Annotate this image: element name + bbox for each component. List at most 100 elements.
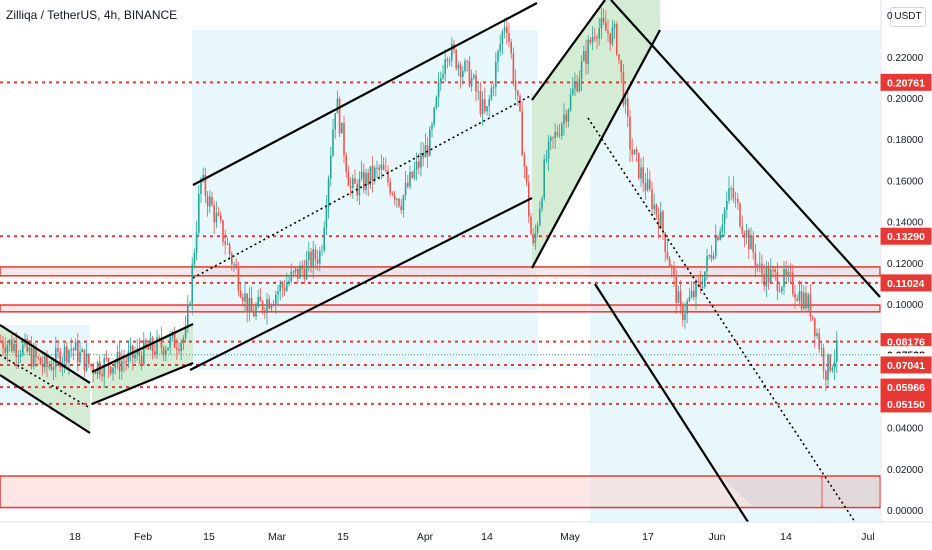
candle-body: [143, 340, 145, 365]
candle-body: [48, 366, 50, 368]
candle-body: [609, 33, 611, 44]
candle-body: [228, 243, 231, 255]
trend-line-dotted: [192, 94, 533, 279]
candle-body: [479, 91, 482, 114]
x-tick-label: Jul: [861, 531, 874, 543]
candle-body: [178, 349, 180, 352]
candle-body: [653, 204, 655, 210]
candle-body: [594, 36, 596, 38]
candle-body: [455, 50, 457, 69]
candle-body: [44, 355, 46, 368]
candle-body: [503, 26, 506, 32]
candle-body: [411, 171, 413, 178]
candle-body: [552, 137, 554, 139]
candle-body: [59, 351, 61, 368]
candle-body: [728, 188, 730, 201]
candle-body: [644, 183, 647, 191]
candle-body: [39, 357, 42, 365]
y-tick-label: 0.14000: [887, 218, 924, 229]
candle-body: [816, 333, 818, 337]
trend-line: [0, 374, 91, 434]
candle-body: [756, 264, 759, 266]
candle-body: [521, 111, 523, 156]
candle-body: [200, 178, 202, 195]
candle-body: [154, 351, 156, 355]
x-tick-label: 15: [337, 531, 349, 543]
candle-body: [352, 178, 354, 188]
candle-body: [13, 343, 15, 352]
candle-body: [336, 98, 339, 114]
candle-body: [543, 159, 545, 199]
candle-body: [332, 129, 334, 156]
candle-body: [233, 264, 235, 266]
candle-body: [385, 169, 387, 171]
candle-body: [719, 231, 721, 240]
candle-body: [314, 249, 317, 260]
candle-body: [726, 200, 728, 210]
candle-body: [429, 129, 431, 156]
candle-body: [369, 166, 372, 185]
candle-body: [160, 338, 163, 348]
candle-body: [664, 232, 666, 252]
candle-body: [583, 51, 585, 62]
candle-body: [409, 171, 411, 187]
candle-body: [651, 189, 653, 210]
candle-body: [114, 363, 116, 368]
candle-body: [506, 26, 508, 34]
candle-body: [774, 269, 776, 273]
candle-body: [814, 318, 816, 337]
candle-body: [633, 149, 636, 155]
candle-body: [413, 169, 416, 178]
candle-body: [92, 366, 94, 373]
candle-body: [495, 61, 497, 88]
candle-body: [220, 215, 222, 221]
candle-body: [789, 272, 792, 274]
candle-body: [165, 350, 167, 356]
candle-body: [761, 263, 763, 275]
candle-body: [415, 161, 418, 170]
currency-button[interactable]: USDT: [890, 7, 926, 27]
candle-body: [697, 280, 699, 282]
candle-body: [268, 299, 270, 309]
candle-body: [490, 88, 493, 100]
candle-body: [741, 226, 743, 234]
candle-body: [374, 167, 376, 181]
candle-body: [671, 267, 673, 269]
candle-body: [145, 340, 147, 347]
candle-body: [809, 294, 812, 317]
candle-body: [407, 182, 409, 187]
candle-body: [519, 95, 521, 112]
candle-body: [343, 122, 345, 156]
candle-body: [125, 361, 127, 363]
candle-body: [398, 198, 400, 207]
candle-body: [473, 75, 475, 78]
candle-body: [211, 196, 213, 206]
candle-body: [391, 193, 394, 195]
candle-body: [822, 348, 825, 371]
candle-body: [305, 260, 308, 280]
candle-body: [393, 194, 396, 200]
candle-body: [569, 94, 572, 111]
candle-body: [283, 287, 286, 291]
candle-body: [686, 301, 688, 314]
candle-body: [576, 82, 578, 92]
candle-body: [127, 351, 130, 362]
candle-body: [94, 372, 97, 375]
candle-body: [118, 352, 121, 372]
candle-body: [140, 355, 143, 365]
candle-body: [767, 267, 770, 283]
candle-body: [66, 346, 68, 363]
candle-body: [35, 348, 37, 358]
candle-body: [110, 366, 112, 374]
candle-body: [754, 252, 757, 266]
candle-body: [468, 61, 471, 87]
candle-body: [206, 195, 209, 207]
candle-body: [629, 116, 631, 150]
candle-body: [486, 106, 488, 112]
candle-body: [693, 290, 695, 298]
trend-line-dotted: [587, 117, 856, 523]
candle-body: [657, 214, 660, 229]
trend-line: [91, 323, 194, 373]
candle-body: [294, 268, 297, 272]
